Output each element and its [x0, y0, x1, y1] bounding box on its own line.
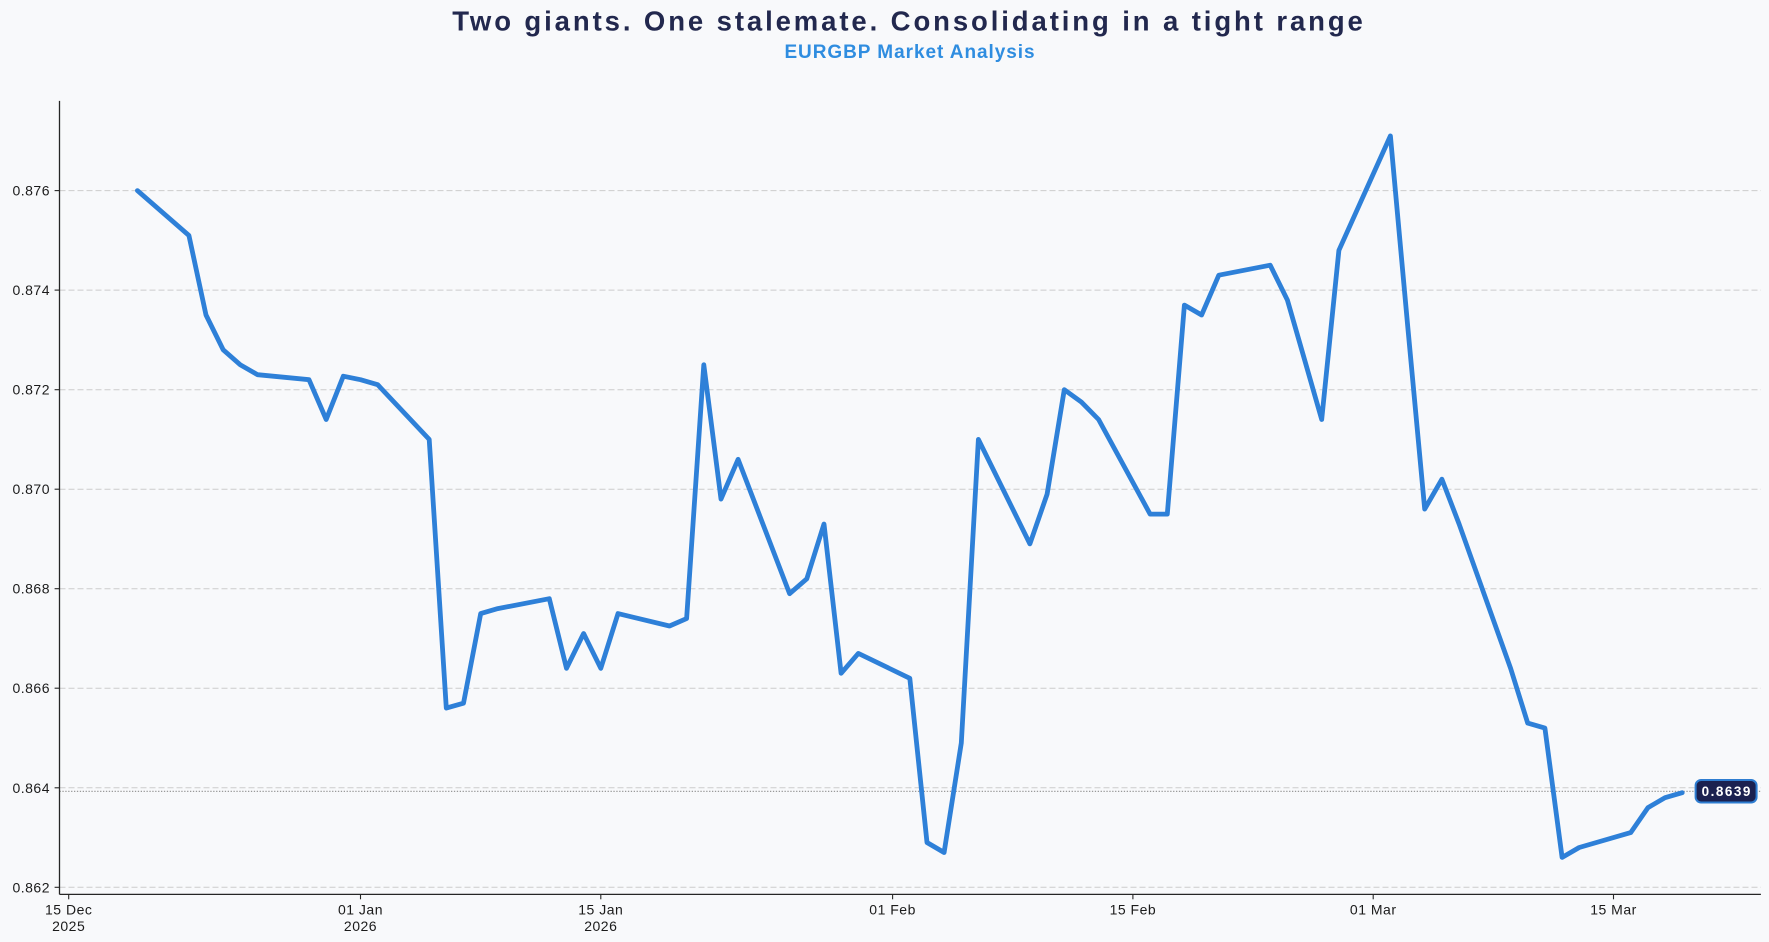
svg-text:0.864: 0.864: [12, 780, 50, 796]
svg-text:01 Feb: 01 Feb: [869, 902, 916, 918]
svg-text:15 Jan: 15 Jan: [578, 902, 623, 918]
svg-text:0.866: 0.866: [12, 680, 50, 696]
svg-text:15 Dec: 15 Dec: [45, 902, 92, 918]
svg-text:01 Jan: 01 Jan: [338, 902, 383, 918]
svg-text:0.872: 0.872: [12, 382, 50, 398]
svg-text:01 Mar: 01 Mar: [1350, 902, 1397, 918]
svg-text:0.874: 0.874: [12, 282, 50, 298]
svg-text:15 Feb: 15 Feb: [1110, 902, 1157, 918]
svg-text:2026: 2026: [584, 918, 617, 934]
svg-text:15 Mar: 15 Mar: [1590, 902, 1637, 918]
svg-text:2026: 2026: [344, 918, 377, 934]
svg-text:0.8639: 0.8639: [1702, 784, 1752, 799]
svg-text:0.876: 0.876: [12, 183, 50, 199]
svg-text:0.870: 0.870: [12, 481, 50, 497]
svg-text:EURGBP Market Analysis: EURGBP Market Analysis: [784, 42, 1035, 63]
svg-text:0.862: 0.862: [12, 879, 50, 895]
svg-text:2025: 2025: [52, 918, 85, 934]
svg-text:Two giants. One stalemate. Con: Two giants. One stalemate. Consolidating…: [452, 6, 1365, 37]
svg-text:0.868: 0.868: [12, 581, 50, 597]
